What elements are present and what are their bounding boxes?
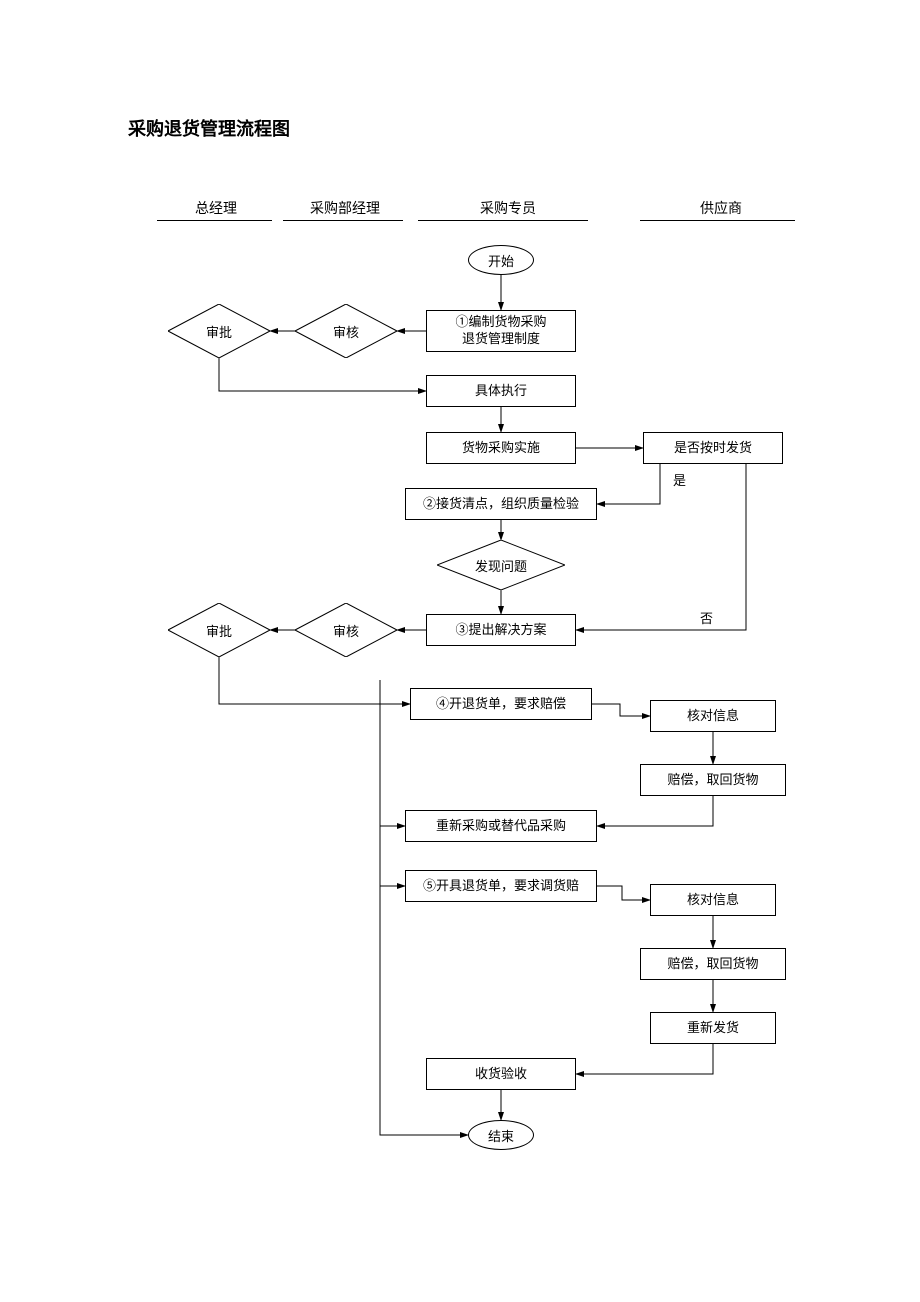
node-audit2-label: 审核 xyxy=(295,603,397,657)
node-repur: 重新采购或替代品采购 xyxy=(405,810,597,842)
flow-connectors xyxy=(0,0,920,1302)
node-end: 结束 xyxy=(468,1120,534,1150)
node-accept: 收货验收 xyxy=(426,1058,576,1090)
node-solve: ③提出解决方案 xyxy=(426,614,576,646)
swimlane-underline-3 xyxy=(640,220,795,221)
node-chk1: 核对信息 xyxy=(650,700,776,732)
node-ship: 是否按时发货 xyxy=(643,432,783,464)
node-impl: 货物采购实施 xyxy=(426,432,576,464)
swimlane-underline-1 xyxy=(283,220,403,221)
node-n1-label: ①编制货物采购退货管理制度 xyxy=(455,314,546,348)
swimlane-col-3: 供应商 xyxy=(700,198,742,218)
node-approve1-label: 审批 xyxy=(168,304,270,358)
page-title: 采购退货管理流程图 xyxy=(128,115,290,141)
node-resend: 重新发货 xyxy=(650,1012,776,1044)
node-exec: 具体执行 xyxy=(426,375,576,407)
swimlane-col-0: 总经理 xyxy=(195,198,237,218)
node-approve2-label: 审批 xyxy=(168,603,270,657)
swimlane-col-2: 采购专员 xyxy=(480,198,536,218)
swimlane-col-1: 采购部经理 xyxy=(310,198,380,218)
swimlane-underline-2 xyxy=(418,220,588,221)
node-recv: ②接货清点，组织质量检验 xyxy=(405,488,597,520)
node-comp2: 赔偿，取回货物 xyxy=(640,948,786,980)
node-audit2: 审核 xyxy=(295,603,397,657)
node-audit1: 审核 xyxy=(295,304,397,358)
node-found-label: 发现问题 xyxy=(437,540,565,590)
node-chk2: 核对信息 xyxy=(650,884,776,916)
edge-label-yes: 是 xyxy=(673,470,686,489)
node-start: 开始 xyxy=(468,245,534,275)
node-ret5: ⑤开具退货单，要求调货赔 xyxy=(405,870,597,902)
edge-label-no: 否 xyxy=(700,608,713,627)
node-ret4: ④开退货单，要求赔偿 xyxy=(410,688,592,720)
node-approve2: 审批 xyxy=(168,603,270,657)
node-approve1: 审批 xyxy=(168,304,270,358)
node-n1: ①编制货物采购退货管理制度 xyxy=(426,310,576,352)
node-found: 发现问题 xyxy=(437,540,565,590)
node-comp1: 赔偿，取回货物 xyxy=(640,764,786,796)
swimlane-underline-0 xyxy=(157,220,272,221)
node-audit1-label: 审核 xyxy=(295,304,397,358)
